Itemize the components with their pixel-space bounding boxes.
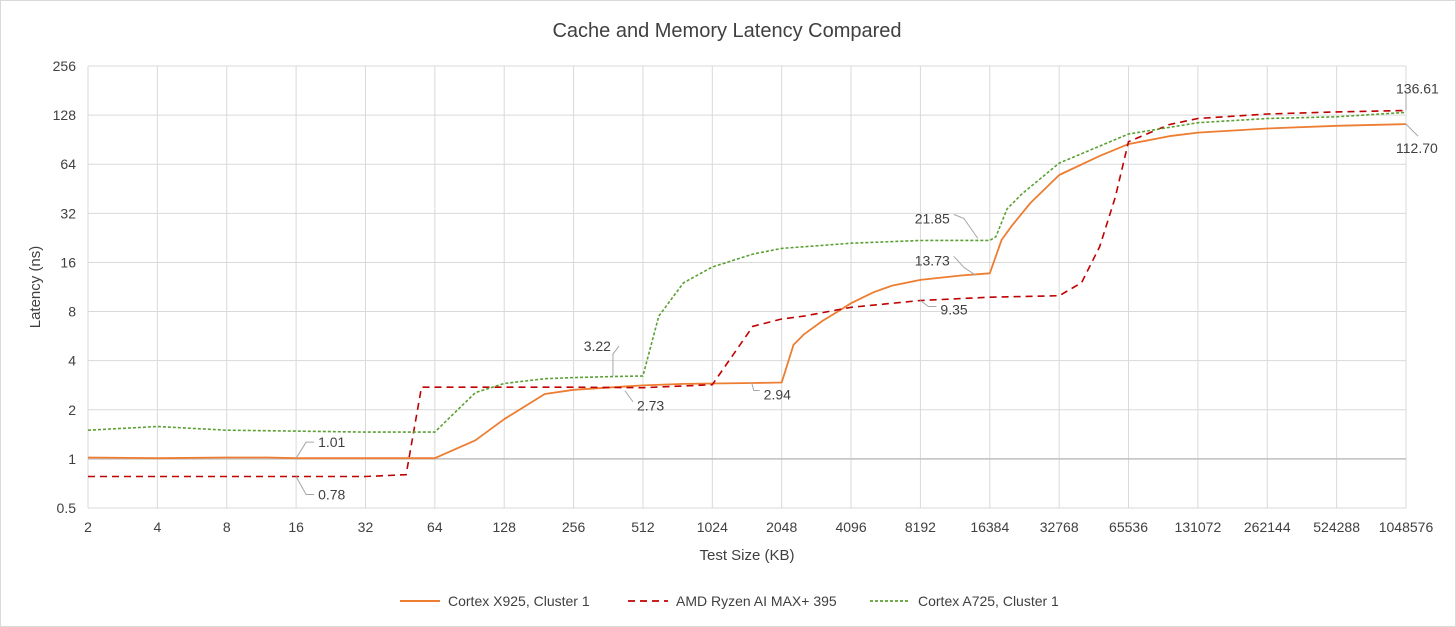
legend-label-2: AMD Ryzen AI MAX+ 395: [676, 593, 837, 609]
legend: Cortex X925, Cluster 1 AMD Ryzen AI MAX+ …: [400, 593, 1059, 609]
x-tick-label: 1024: [697, 519, 728, 535]
x-tick-label: 131072: [1175, 519, 1222, 535]
label-leader-line: [751, 382, 760, 391]
x-tick-label: 64: [427, 519, 443, 535]
data-label: 112.70: [1396, 140, 1438, 156]
label-leader-line: [1405, 123, 1419, 137]
y-tick-label: 0.5: [57, 500, 77, 516]
data-label: 21.85: [915, 210, 950, 226]
y-tick-label: 16: [60, 254, 76, 270]
y-tick-label: 1: [68, 451, 76, 467]
data-labels: 1.01 2.94 13.73 112.70 0.78 2.73 9.35 136.61 3.2…: [295, 80, 1439, 502]
y-tick-label: 32: [60, 205, 76, 221]
y-tick-label: 8: [68, 304, 76, 320]
label-leader-line: [953, 255, 977, 276]
data-label: 0.78: [318, 486, 345, 502]
y-tick-label: 64: [60, 156, 76, 172]
x-tick-label: 4096: [835, 519, 866, 535]
x-tick-label: 2048: [766, 519, 797, 535]
y-axis-title: Latency (ns): [27, 246, 44, 329]
series-line-3: [87, 111, 1407, 433]
chart-title: Cache and Memory Latency Compared: [552, 20, 901, 42]
label-leader-line: [920, 300, 937, 308]
x-axis-title: Test Size (KB): [699, 547, 794, 564]
x-tick-label: 4: [153, 519, 161, 535]
y-tick-label: 128: [53, 107, 77, 123]
x-tick-label: 32768: [1040, 519, 1079, 535]
series-line-1: [87, 123, 1407, 460]
data-label: 2.94: [764, 386, 791, 402]
label-leader-line: [295, 441, 315, 459]
x-tick-label: 32: [358, 519, 374, 535]
data-label: 2.73: [637, 398, 664, 414]
label-leader-line: [624, 390, 634, 403]
x-tick-label: 128: [493, 519, 517, 535]
x-tick-label: 65536: [1109, 519, 1148, 535]
x-tick-label: 16384: [970, 519, 1009, 535]
axes: 0.5 1 2 4 8 16 32 64 128 256 2 4 8 16 32 64 128 256 512 102…: [53, 58, 1434, 535]
data-label: 9.35: [940, 302, 967, 318]
x-tick-label: 512: [631, 519, 655, 535]
data-label: 3.22: [584, 338, 611, 354]
data-label: 13.73: [915, 252, 950, 268]
x-tick-label: 16: [288, 519, 304, 535]
x-tick-label: 1048576: [1379, 519, 1434, 535]
label-leader-line: [295, 476, 315, 495]
x-tick-label: 8192: [905, 519, 936, 535]
y-tick-label: 4: [68, 353, 76, 369]
data-label: 136.61: [1396, 80, 1439, 96]
series-layer: [87, 109, 1407, 478]
data-label: 1.01: [318, 434, 345, 450]
x-tick-label: 2: [84, 519, 92, 535]
legend-label-1: Cortex X925, Cluster 1: [448, 593, 590, 609]
y-tick-label: 2: [68, 402, 76, 418]
x-tick-label: 256: [562, 519, 586, 535]
series-line-2: [88, 109, 1407, 478]
x-tick-label: 8: [223, 519, 231, 535]
label-leader-line: [612, 345, 620, 377]
legend-label-3: Cortex A725, Cluster 1: [918, 593, 1059, 609]
x-tick-label: 262144: [1244, 519, 1291, 535]
x-tick-label: 524288: [1313, 519, 1360, 535]
label-leader-line: [953, 213, 979, 239]
y-tick-label: 256: [53, 58, 77, 74]
grid: [87, 65, 1407, 509]
